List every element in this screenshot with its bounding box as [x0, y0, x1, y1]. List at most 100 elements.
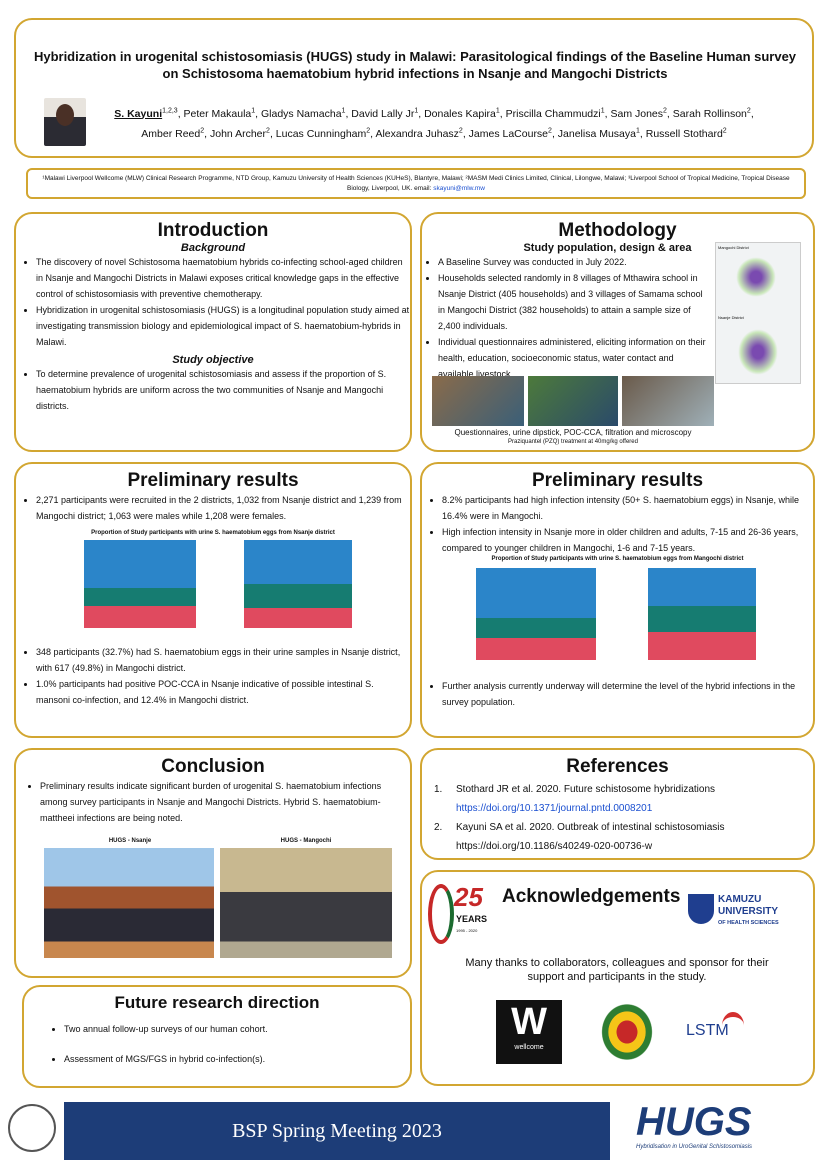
author-name: S. Kayuni: [114, 107, 163, 120]
hugs-wordmark: HUGS: [636, 1100, 752, 1144]
photo-label: HUGS - Mangochi: [280, 838, 332, 844]
author-name: John Archer: [209, 128, 267, 140]
mlw-years: 25: [454, 882, 483, 912]
references-box: References 1. Stothard JR et al. 2020. Fu…: [420, 748, 815, 860]
reference: 2. Kayuni SA et al. 2020. Outbreak of int…: [434, 818, 801, 837]
subheading: Background: [180, 242, 246, 254]
lstm-swoosh: [722, 1012, 744, 1039]
author-name: Alexandra Juhasz: [375, 128, 459, 140]
reference-link[interactable]: https://doi.org/10.1371/journal.pntd.000…: [434, 799, 801, 818]
figure: [84, 540, 352, 628]
section-title: Preliminary results: [127, 470, 299, 491]
bullet-list: To determine prevalence of urogenital sc…: [16, 366, 410, 414]
introduction-box: Introduction Background The discovery of…: [14, 212, 412, 452]
mlw-years-label: YEARS: [456, 914, 488, 924]
caption: Praziquantel (PZQ) treatment at 40mg/kg …: [508, 439, 638, 445]
kuhes-shield: [688, 894, 714, 924]
section-title: Introduction: [157, 220, 269, 241]
author-affiliation: 1: [251, 107, 256, 114]
header-box: Hybridization in urogenital schistosomia…: [14, 18, 814, 158]
bullet: Further analysis currently underway will…: [442, 678, 813, 710]
subheading: Study population, design & area: [523, 242, 692, 254]
photo-label: HUGS - Nsanje: [108, 838, 152, 844]
bullet: 348 participants (32.7%) had S. haematob…: [36, 644, 410, 676]
author: Sam Jones2: [610, 107, 672, 120]
author-affiliation: 2: [548, 127, 552, 135]
author-affiliation: 2: [746, 107, 751, 114]
author: Priscilla Chammudzi1: [505, 107, 611, 120]
map-label: Mangochi District: [718, 245, 749, 250]
bullet: A Baseline Survey was conducted in July …: [438, 254, 708, 270]
bullet: Two annual follow-up surveys of our huma…: [64, 1021, 410, 1037]
author-name: Donales Kapira: [424, 107, 496, 120]
reference-number: 2.: [434, 822, 443, 833]
author-name: Lucas Cunningham: [275, 128, 367, 140]
bullet: Assessment of MGS/FGS in hybrid co-infec…: [64, 1051, 410, 1067]
methodology-box: Methodology Study population, design & a…: [420, 212, 815, 452]
mlw-logo: 25 YEARS 1995 - 2020: [428, 880, 496, 950]
reference-link: https://doi.org/10.1186/s40249-020-00736…: [434, 837, 801, 856]
doi-link[interactable]: https://doi.org/10.1371/journal.pntd.000…: [456, 803, 653, 814]
bullet-list: A Baseline Survey was conducted in July …: [422, 254, 708, 382]
acknowledgement-text: Many thanks to collaborators, colleagues…: [465, 957, 769, 983]
author-photo: [44, 98, 86, 146]
author-name: Peter Makaula: [183, 107, 252, 120]
section-title: Preliminary results: [531, 470, 704, 491]
hugs-logo: HUGS Hybridisation in UroGenital Schisto…: [636, 1100, 822, 1162]
bullet: To determine prevalence of urogenital sc…: [36, 366, 410, 414]
mlw-range: 1995 - 2020: [456, 928, 478, 933]
bullet-list: Preliminary results indicate significant…: [16, 778, 400, 826]
author: Donales Kapira1: [424, 107, 506, 120]
section-title: References: [566, 756, 669, 777]
author-name: Janelisa Musaya: [557, 128, 636, 140]
reference-list: 1. Stothard JR et al. 2020. Future schist…: [422, 778, 813, 858]
bullet: 1.0% participants had positive POC-CCA i…: [36, 676, 410, 708]
hugs-subtitle: Hybridisation in UroGenital Schistosomia…: [636, 1144, 753, 1150]
figure-title: Proportion of Study participants with ur…: [491, 556, 744, 562]
kuhes-sub: OF HEALTH SCIENCES: [718, 920, 779, 926]
malawi-coat-of-arms: [598, 1000, 656, 1064]
affiliation-text: ¹Malawi Liverpool Wellcome (MLW) Clinica…: [42, 175, 790, 192]
author-name: David Lally Jr: [351, 107, 415, 120]
author: Gladys Namacha1: [261, 107, 351, 120]
author-name: Priscilla Chammudzi: [505, 107, 601, 120]
bullet-list: 2,271 participants were recruited in the…: [16, 492, 410, 524]
author-name: Sam Jones: [610, 107, 664, 120]
section-title: Acknowledgements: [502, 886, 681, 907]
figure-title: Proportion of Study participants with ur…: [91, 530, 335, 536]
doi-link: https://doi.org/10.1186/s40249-020-00736…: [456, 841, 653, 852]
acknowledgements-box: 25 YEARS 1995 - 2020 Acknowledgements KA…: [420, 870, 815, 1086]
subheading: Study objective: [172, 354, 254, 366]
email-link[interactable]: skayuni@mlw.mw: [433, 185, 485, 192]
field-photo: [432, 376, 524, 426]
author-affiliation: 2: [722, 127, 727, 135]
author: S. Kayuni1,2,3: [114, 107, 183, 120]
bullet-list: 348 participants (32.7%) had S. haematob…: [16, 644, 410, 708]
author-affiliation: 2: [663, 107, 667, 114]
study-map: Mangochi District Nsanje District: [715, 242, 801, 384]
author-affiliation: 1: [414, 107, 419, 114]
reference-text: Stothard JR et al. 2020. Future schistos…: [456, 784, 716, 795]
author-list: S. Kayuni1,2,3Peter Makaula1Gladys Namac…: [84, 102, 784, 143]
author: Peter Makaula1: [183, 107, 261, 120]
author: Alexandra Juhasz2: [375, 128, 468, 141]
wellcome-text: wellcome: [514, 1044, 544, 1051]
footer-banner: BSP Spring Meeting 2023: [64, 1102, 610, 1160]
conclusion-box: Conclusion Preliminary results indicate …: [14, 748, 412, 978]
affiliation-box: ¹Malawi Liverpool Wellcome (MLW) Clinica…: [26, 168, 806, 199]
bullet: Hybridization in urogenital schistosomia…: [36, 302, 410, 350]
bullet: 2,271 participants were recruited in the…: [36, 492, 410, 524]
group-photo: [220, 848, 392, 958]
author-affiliation: 2: [366, 127, 371, 135]
bullet: 8.2% participants had high infection int…: [442, 492, 813, 524]
lstm-logo: LSTM: [686, 1022, 729, 1039]
wellcome-logo: W wellcome: [496, 1000, 562, 1064]
caption: Questionnaires, urine dipstick, POC-CCA,…: [454, 428, 692, 437]
field-photo: [528, 376, 618, 426]
author-name: Sarah Rollinson: [672, 107, 747, 120]
results-right-box: Preliminary results 8.2% participants ha…: [420, 462, 815, 738]
map-label: Nsanje District: [718, 315, 744, 320]
kuhes-name: KAMUZU UNIVERSITY: [718, 894, 779, 917]
author-affiliation: 1: [636, 127, 640, 135]
